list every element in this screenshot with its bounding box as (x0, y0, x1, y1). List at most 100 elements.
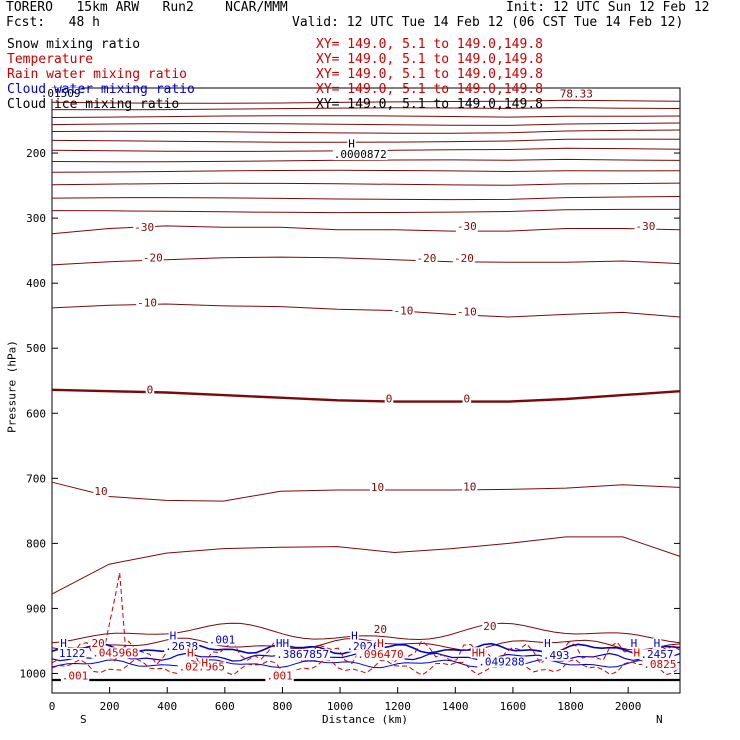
legend-field-name: Cloud water mixing ratio (7, 82, 195, 97)
y-tick-label: 700 (26, 472, 46, 485)
contour-label-bg (90, 638, 106, 650)
contour-label: 0 (386, 393, 393, 406)
contour-label-bg (541, 649, 571, 661)
contour-label-bg (372, 623, 389, 635)
contour-label-bg (274, 638, 291, 650)
y-tick-label: 300 (26, 212, 46, 225)
contour-label: -30 (635, 220, 655, 233)
contour-label-bg (558, 88, 594, 100)
contour-label: .045968 (92, 646, 138, 659)
x-tick-label: 0 (49, 700, 56, 713)
contour-label: -30 (134, 221, 154, 234)
contour-label-bg (453, 253, 475, 265)
contour-label-bg (634, 221, 657, 233)
rain-water-contour (103, 572, 126, 651)
upper-isotherm (51, 182, 681, 186)
model-title: TORERO 15km ARW Run2 NCAR/MMM (6, 0, 288, 15)
contour-label: H (170, 629, 177, 642)
x-tick-label: 1400 (442, 700, 469, 713)
contour-label: .096470 (357, 648, 403, 661)
contour-label-bg (60, 670, 90, 682)
contour-label-bg (91, 647, 140, 659)
contour-label-bg (93, 485, 109, 497)
x-tick-label: 400 (157, 700, 177, 713)
contour-label: HH (276, 637, 289, 650)
contour-label-bg (39, 87, 82, 99)
contour-label: 20 (374, 623, 387, 636)
contour-label-bg (415, 253, 438, 265)
contour-label-bg (376, 638, 385, 650)
contour-label: .001 (62, 670, 89, 683)
contour-label-bg (462, 393, 472, 405)
contour-label: H (60, 637, 67, 650)
contour-label-bg (455, 306, 478, 318)
contour-label-bg (639, 649, 675, 661)
contour-label: .0825 (643, 658, 676, 671)
contour-label: .0000872 (334, 148, 387, 161)
legend-field-name: Temperature (7, 52, 93, 67)
y-axis-label: Pressure (hPa) (5, 340, 19, 433)
contour-label-bg (141, 252, 164, 264)
y-tick-label: 500 (26, 342, 46, 355)
init-time: Init: 12 UTC Sun 12 Feb 12 (506, 0, 710, 15)
contour-label-bg (470, 647, 486, 659)
contour-label-bg (482, 621, 498, 633)
forecast-hour: Fcst: 48 h (6, 15, 100, 30)
contour-label-bg (332, 148, 388, 160)
contour-label-bg (455, 221, 478, 233)
contour-label: -10 (394, 305, 414, 318)
contour-label: -20 (143, 251, 163, 264)
legend-field-name: Cloud ice mixing ratio (7, 97, 179, 112)
temperature-isotherm (51, 225, 681, 235)
contour-label-bg (345, 640, 381, 652)
upper-isotherm (51, 169, 681, 173)
low-isotherm (51, 637, 681, 651)
x-tick-label: 800 (273, 700, 293, 713)
contour-label: 10 (463, 480, 476, 493)
upper-isotherm (51, 196, 681, 201)
upper-isotherm (51, 115, 681, 118)
contour-label: H (654, 637, 661, 650)
contour-label: H (201, 657, 208, 670)
contour-label-bg (200, 657, 209, 669)
contour-label: -30 (457, 220, 477, 233)
contour-label: 0 (147, 383, 154, 396)
y-tick-label: 900 (26, 602, 46, 615)
contour-label: -20 (454, 252, 474, 265)
upper-isotherm (51, 208, 680, 214)
upper-isotherm (51, 138, 681, 143)
upper-isotherm (51, 122, 681, 126)
rain-water-contour (51, 639, 681, 666)
legend-xy-range: XY= 149.0, 5.1 to 149.0,149.8 (316, 67, 543, 82)
legend-field-name: Snow mixing ratio (7, 37, 140, 52)
contour-label: -10 (137, 296, 157, 309)
contour-label-bg (369, 482, 386, 494)
contour-label: H (348, 138, 355, 151)
contour-label: .493 (543, 649, 570, 662)
temperature-isotherm (51, 481, 681, 502)
upper-isotherm (51, 129, 681, 134)
contour-label: H (187, 646, 194, 659)
contour-label-bg (57, 647, 87, 659)
x-tick-label: 200 (100, 700, 120, 713)
x-tick-label: 1800 (557, 700, 584, 713)
x-tick-label: 600 (215, 700, 235, 713)
contour-label-bg (136, 297, 158, 309)
contour-label: .01509 (41, 87, 81, 100)
contour-label: .2457 (640, 648, 673, 661)
y-tick-label: 1000 (20, 667, 47, 680)
upper-isotherm (51, 158, 681, 163)
contour-label: -20 (417, 252, 437, 265)
temperature-isotherm (51, 388, 681, 403)
contour-label-bg (543, 638, 552, 650)
contour-label: H (631, 637, 638, 650)
cloud-water-contour (51, 659, 681, 669)
x-tick-label: 1200 (384, 700, 411, 713)
contour-label-bg (168, 630, 178, 642)
contour-label: 10 (94, 485, 107, 498)
valid-time: Valid: 12 UTC Tue 14 Feb 12 (06 CST Tue … (292, 15, 684, 30)
contour-label-bg (164, 640, 200, 652)
contour-label-bg (392, 305, 415, 317)
contour-label-bg (275, 649, 331, 661)
